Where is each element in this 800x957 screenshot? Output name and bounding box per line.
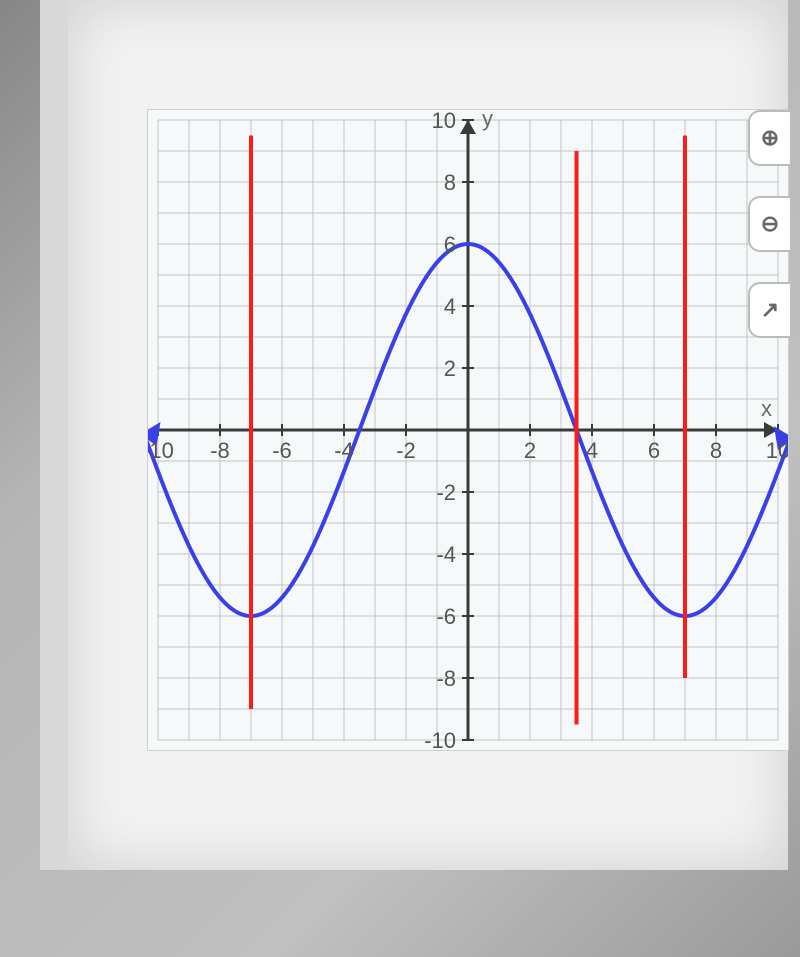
svg-text:4: 4 (444, 294, 456, 319)
plot-svg: -10 -8 -6 -4 -2 2 4 6 8 10 -10 -8 -6 -4 -2 2 4 6 8 10 y x (148, 110, 788, 750)
svg-text:-10: -10 (424, 728, 456, 750)
svg-text:8: 8 (710, 438, 722, 463)
zoom-out-button[interactable]: ⊖ (748, 196, 790, 252)
svg-text:-10: -10 (148, 438, 174, 463)
plus-icon: ⊕ (761, 125, 779, 151)
svg-text:-4: -4 (436, 542, 456, 567)
svg-text:2: 2 (524, 438, 536, 463)
svg-text:6: 6 (444, 232, 456, 257)
svg-text:4: 4 (586, 438, 598, 463)
tool-panel: ⊕ ⊖ ↗ (748, 110, 788, 368)
svg-text:-4: -4 (334, 438, 354, 463)
export-button[interactable]: ↗ (748, 282, 790, 338)
svg-text:-8: -8 (210, 438, 230, 463)
svg-text:10: 10 (766, 438, 788, 463)
photo-surface: -10 -8 -6 -4 -2 2 4 6 8 10 -10 -8 -6 -4 -2 2 4 6 8 10 y x ⊕ ⊖… (0, 0, 800, 957)
svg-text:8: 8 (444, 170, 456, 195)
svg-text:10: 10 (432, 110, 456, 133)
svg-text:-2: -2 (436, 480, 456, 505)
minus-icon: ⊖ (761, 211, 779, 237)
svg-text:-2: -2 (396, 438, 416, 463)
coordinate-plane: -10 -8 -6 -4 -2 2 4 6 8 10 -10 -8 -6 -4 -2 2 4 6 8 10 y x (148, 110, 788, 750)
svg-text:x: x (761, 396, 772, 421)
svg-text:y: y (482, 110, 493, 131)
export-icon: ↗ (761, 297, 779, 323)
svg-text:6: 6 (648, 438, 660, 463)
svg-text:-6: -6 (272, 438, 292, 463)
svg-text:-8: -8 (436, 666, 456, 691)
svg-text:-6: -6 (436, 604, 456, 629)
screen-area: -10 -8 -6 -4 -2 2 4 6 8 10 -10 -8 -6 -4 -2 2 4 6 8 10 y x ⊕ ⊖… (40, 0, 788, 870)
svg-text:2: 2 (444, 356, 456, 381)
zoom-in-button[interactable]: ⊕ (748, 110, 790, 166)
